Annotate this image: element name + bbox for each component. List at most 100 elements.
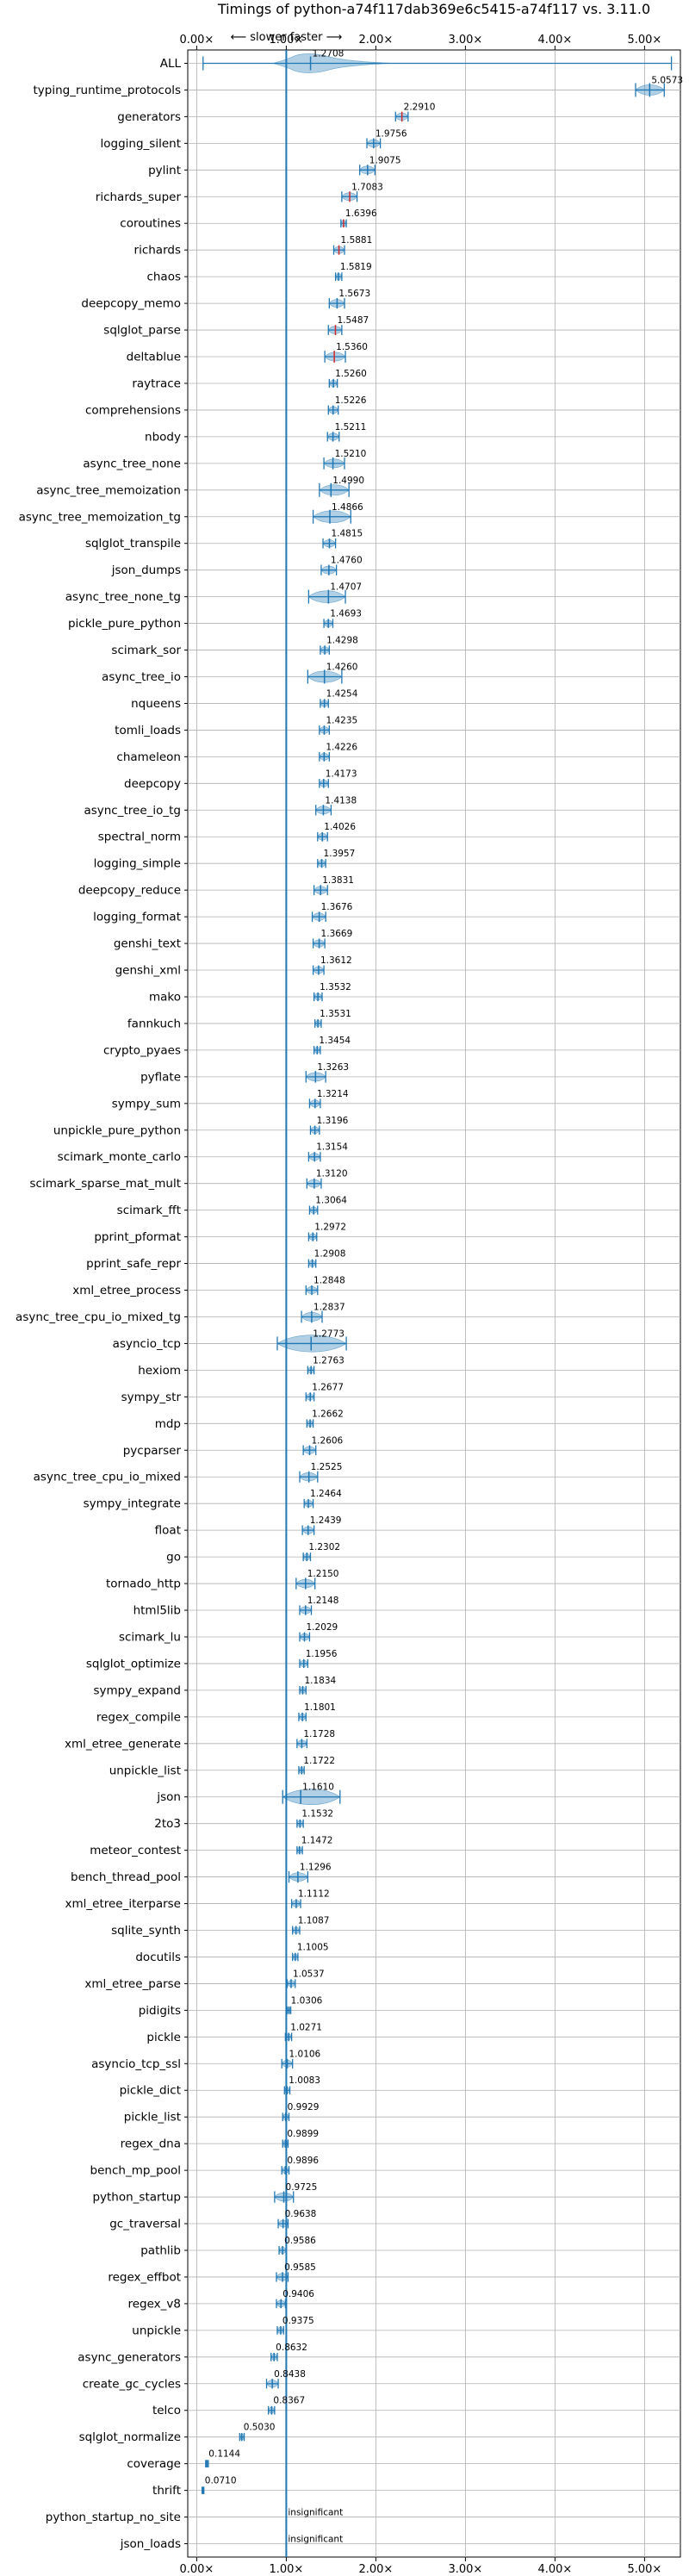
value-label: 1.5210 xyxy=(335,449,367,459)
benchmark-row: python_startup 0.9725 xyxy=(92,2182,317,2205)
value-label: 1.4693 xyxy=(330,609,362,619)
benchmark-row: genshi_text 1.3669 xyxy=(114,929,352,951)
benchmark-label: chaos xyxy=(146,271,181,284)
benchmark-row: raytrace 1.5260 xyxy=(132,369,367,391)
value-label: 2.2910 xyxy=(404,102,436,112)
value-label: 1.5360 xyxy=(336,342,368,352)
benchmark-label: sqlite_synth xyxy=(111,1924,181,1938)
benchmark-row: chameleon 1.4226 xyxy=(116,742,357,764)
value-label: 0.9899 xyxy=(287,2129,319,2139)
benchmark-row: sympy_integrate 1.2464 xyxy=(84,1489,342,1511)
benchmark-label: xml_etree_generate xyxy=(65,1737,181,1751)
benchmark-row: deepcopy_reduce 1.3831 xyxy=(78,875,354,898)
value-label: 1.1722 xyxy=(303,1756,335,1766)
benchmark-label: logging_silent xyxy=(101,137,181,151)
horizontal-grid xyxy=(188,63,680,2544)
benchmark-label: xml_etree_process xyxy=(72,1284,181,1297)
value-label: 1.4235 xyxy=(326,715,357,725)
benchmark-label: sympy_integrate xyxy=(84,1497,181,1511)
benchmark-label: scimark_sor xyxy=(111,644,181,657)
value-label: 1.3214 xyxy=(317,1089,349,1099)
value-label: 0.8367 xyxy=(273,2396,305,2406)
benchmark-label: deepcopy xyxy=(124,777,181,791)
chart-title: Timings of python-a74f117dab369e6c5415-a… xyxy=(217,1,650,17)
benchmark-row: sqlite_synth 1.1087 xyxy=(111,1916,329,1938)
value-label: 1.1956 xyxy=(306,1649,338,1659)
benchmark-label: pprint_safe_repr xyxy=(86,1257,181,1271)
benchmark-row: float 1.2439 xyxy=(155,1515,342,1538)
benchmark-row: deepcopy 1.4173 xyxy=(124,768,357,791)
benchmark-row: sympy_sum 1.3214 xyxy=(112,1089,349,1111)
benchmark-row: bench_mp_pool 0.9896 xyxy=(90,2156,320,2178)
value-label: 1.2439 xyxy=(310,1515,342,1526)
benchmark-label: coroutines xyxy=(120,217,181,231)
value-label: 1.2773 xyxy=(313,1328,344,1339)
benchmark-row: pickle_dict 1.0083 xyxy=(120,2075,320,2098)
benchmark-row: pylint 1.9075 xyxy=(148,155,400,177)
value-label: 0.8438 xyxy=(274,2369,306,2380)
benchmark-row: nbody 1.5211 xyxy=(145,422,366,444)
benchmark-label: deepcopy_memo xyxy=(81,297,181,311)
benchmark-label: logging_format xyxy=(93,911,181,924)
benchmark-row: generators 2.2910 xyxy=(117,102,435,124)
value-label: 1.5881 xyxy=(341,235,373,246)
value-label: 1.4760 xyxy=(331,556,363,566)
value-label: 1.3120 xyxy=(316,1169,348,1179)
benchmark-row: async_tree_none 1.5210 xyxy=(83,449,366,471)
value-label: 0.9375 xyxy=(282,2316,314,2326)
value-label: 1.2677 xyxy=(312,1382,344,1392)
plot-frame xyxy=(187,49,681,2558)
benchmark-label: nqueens xyxy=(131,697,181,711)
benchmark-row: async_tree_memoization_tg 1.4866 xyxy=(19,502,363,525)
benchmark-row: pprint_safe_repr 1.2908 xyxy=(86,1249,345,1272)
benchmark-row: tornado_http 1.2150 xyxy=(106,1569,339,1591)
benchmark-row: json_dumps 1.4760 xyxy=(111,556,363,578)
benchmark-row: python_startup_no_site insignificant xyxy=(46,2508,343,2525)
benchmark-row: coroutines 1.6396 xyxy=(120,208,377,231)
value-label: 1.3669 xyxy=(321,929,353,939)
benchmark-row: tomli_loads 1.4235 xyxy=(115,715,357,737)
benchmark-row: mako 1.3532 xyxy=(149,982,351,1005)
benchmark-row: xml_etree_iterparse 1.1112 xyxy=(65,1889,330,1912)
benchmark-row: asyncio_tcp 1.2773 xyxy=(113,1328,347,1353)
benchmark-row: chaos 1.5819 xyxy=(146,262,371,284)
benchmark-label: async_tree_io_tg xyxy=(84,804,181,818)
benchmark-row: async_tree_io_tg 1.4138 xyxy=(84,795,357,818)
x-tick-label-top: 5.00× xyxy=(627,34,661,47)
benchmark-label: genshi_xml xyxy=(115,964,181,978)
insignificant-label: insignificant xyxy=(288,2535,343,2545)
benchmark-row: sympy_str 1.2677 xyxy=(121,1382,344,1404)
benchmark-row: docutils 1.1005 xyxy=(135,1942,328,1964)
value-label: 1.5260 xyxy=(335,369,367,379)
benchmark-label: sqlglot_optimize xyxy=(86,1657,181,1671)
value-label: 1.3263 xyxy=(317,1062,349,1073)
benchmark-row: sqlglot_normalize 0.5030 xyxy=(79,2423,276,2445)
benchmark-row: coverage 0.1144 xyxy=(127,2449,240,2472)
benchmark-label: raytrace xyxy=(132,376,181,390)
benchmark-row: regex_compile 1.1801 xyxy=(96,1702,336,1725)
value-label: 1.2029 xyxy=(307,1622,338,1633)
value-label: 1.0083 xyxy=(289,2075,320,2086)
benchmark-label: pylint xyxy=(148,164,181,177)
value-label: 1.1610 xyxy=(302,1783,334,1793)
benchmark-label: float xyxy=(155,1524,181,1538)
value-label: 1.0106 xyxy=(289,2049,321,2059)
value-label: 0.5030 xyxy=(244,2423,276,2433)
benchmark-label: async_tree_memoization_tg xyxy=(19,510,181,524)
benchmark-label: generators xyxy=(117,110,181,124)
benchmark-label: async_tree_io xyxy=(102,670,181,684)
benchmark-row: go 1.2302 xyxy=(166,1542,340,1565)
benchmark-row: richards_super 1.7083 xyxy=(96,182,383,204)
benchmark-label: meteor_contest xyxy=(90,1844,181,1857)
value-label: 1.1728 xyxy=(303,1729,335,1739)
benchmark-row: json 1.1610 xyxy=(156,1783,341,1805)
benchmark-label: logging_simple xyxy=(94,857,181,871)
value-label: 1.2837 xyxy=(313,1302,345,1312)
benchmark-label: async_tree_none xyxy=(83,457,181,470)
benchmark-label: bench_thread_pool xyxy=(71,1870,181,1884)
benchmark-label: json_loads xyxy=(120,2537,181,2551)
benchmark-label: coverage xyxy=(127,2457,181,2471)
value-label: 0.9929 xyxy=(288,2102,320,2112)
